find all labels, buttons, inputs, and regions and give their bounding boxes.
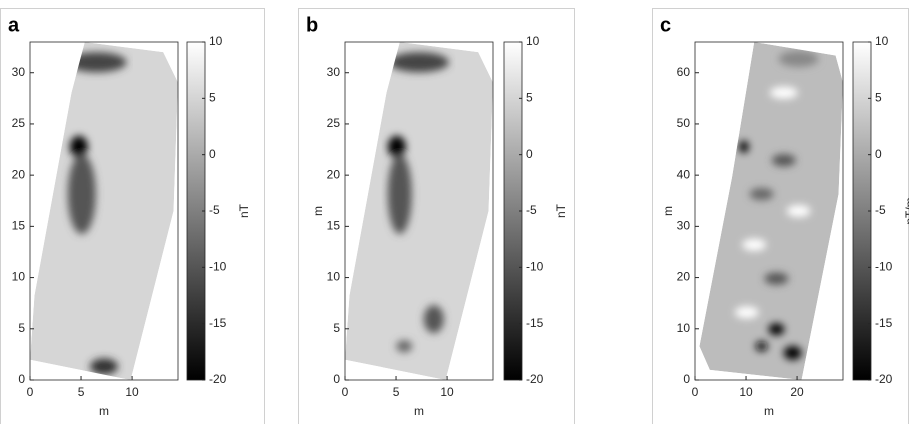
- y-tick-label: 5: [333, 321, 340, 335]
- y-tick-label: 25: [12, 116, 26, 130]
- heatmap-feature: [67, 154, 96, 235]
- colorbar-tick-label: -5: [209, 203, 220, 217]
- heatmap-features: [387, 52, 449, 353]
- heatmap-feature: [786, 205, 811, 217]
- y-tick-label: 10: [677, 321, 691, 335]
- heatmap-feature: [734, 306, 759, 319]
- x-tick-label: 0: [692, 385, 699, 399]
- heatmap-feature: [778, 50, 819, 67]
- colorbar-tick-label: 10: [875, 34, 889, 48]
- heatmap-feature: [771, 154, 796, 167]
- panel-label: b: [306, 14, 318, 36]
- heatmap-image: [699, 42, 843, 380]
- x-tick-label: 0: [342, 385, 349, 399]
- colorbar-tick-label: 5: [209, 91, 216, 105]
- heatmap-feature: [389, 52, 449, 73]
- axes-box: [694, 41, 844, 381]
- y-tick-label: 30: [12, 65, 26, 79]
- heatmap-base: [699, 42, 843, 380]
- colorbar-tick-label: 5: [526, 91, 533, 105]
- colorbar-label: nT: [237, 203, 251, 218]
- colorbar-tick-label: -15: [875, 316, 893, 330]
- heatmap-feature: [768, 323, 785, 336]
- colorbar-label: nT: [554, 203, 568, 218]
- y-tick-label: 25: [327, 116, 341, 130]
- y-tick-label: 30: [677, 219, 691, 233]
- colorbar-tick-label: -15: [209, 316, 227, 330]
- y-tick-label: 60: [677, 65, 691, 79]
- y-tick-label: 0: [683, 372, 690, 386]
- heatmap-feature: [66, 52, 127, 73]
- axes-box: [344, 41, 494, 381]
- heatmap-feature: [783, 345, 802, 360]
- y-axis-label: m: [311, 206, 325, 216]
- y-tick-label: 15: [12, 219, 26, 233]
- heatmap-feature: [769, 86, 798, 99]
- heatmap-feature: [742, 238, 767, 251]
- colorbar-tick-label: -10: [875, 260, 893, 274]
- y-tick-label: 50: [677, 116, 691, 130]
- colorbar-tick-label: -20: [209, 372, 227, 386]
- colorbar-tick-label: -20: [526, 372, 544, 386]
- heatmap-feature: [90, 358, 118, 375]
- x-tick-label: 10: [440, 385, 454, 399]
- y-tick-label: 0: [18, 372, 25, 386]
- x-tick-label: 10: [125, 385, 139, 399]
- heatmap-feature: [749, 188, 774, 201]
- colorbar-tick-label: -15: [526, 316, 544, 330]
- heatmap-feature: [396, 340, 413, 353]
- colorbar-tick-label: -10: [526, 260, 544, 274]
- heatmap-feature: [387, 135, 406, 158]
- panel-label: a: [8, 14, 20, 36]
- heatmap-features: [66, 52, 127, 375]
- x-tick-label: 0: [27, 385, 34, 399]
- heatmap-base: [345, 42, 493, 380]
- colorbar-tick-label: 10: [209, 34, 223, 48]
- heatmap-feature: [764, 272, 789, 285]
- colorbar-tick-label: 0: [209, 147, 216, 161]
- y-tick-label: 20: [327, 167, 341, 181]
- colorbar-tick-label: -5: [526, 203, 537, 217]
- heatmap-feature: [69, 135, 88, 158]
- colorbar-tick-label: -5: [875, 203, 886, 217]
- heatmap-feature: [387, 154, 412, 235]
- x-tick-label: 5: [393, 385, 400, 399]
- axes-box: [29, 41, 179, 381]
- y-tick-label: 5: [18, 321, 25, 335]
- x-tick-label: 10: [739, 385, 753, 399]
- colorbar-tick-label: 0: [526, 147, 533, 161]
- x-tick-label: 5: [78, 385, 85, 399]
- x-axis-label: m: [99, 404, 109, 418]
- panel-frame: [0, 8, 265, 424]
- y-tick-label: 20: [12, 167, 26, 181]
- panel-label: c: [660, 14, 671, 36]
- colorbar-tick-label: 5: [875, 91, 882, 105]
- y-axis-label: m: [661, 206, 675, 216]
- y-tick-label: 30: [327, 65, 341, 79]
- colorbar-tick-label: 0: [875, 147, 882, 161]
- colorbar-tick-label: -10: [209, 260, 227, 274]
- heatmap-feature: [755, 341, 768, 352]
- heatmap-image: [30, 42, 178, 380]
- x-axis-label: m: [764, 404, 774, 418]
- y-tick-label: 10: [327, 270, 341, 284]
- colorbar-tick-label: -20: [875, 372, 893, 386]
- colorbar-label: nT/m: [903, 197, 909, 224]
- panel-frame: [298, 8, 575, 424]
- x-axis-label: m: [414, 404, 424, 418]
- heatmap-feature: [738, 140, 749, 153]
- heatmap-feature: [423, 305, 444, 334]
- heatmap-image: [345, 42, 493, 380]
- colorbar-tick-label: 10: [526, 34, 540, 48]
- y-tick-label: 40: [677, 167, 691, 181]
- x-tick-label: 20: [790, 385, 804, 399]
- y-tick-label: 10: [12, 270, 26, 284]
- heatmap-base: [30, 42, 178, 380]
- y-tick-label: 20: [677, 270, 691, 284]
- heatmap-features: [734, 50, 819, 360]
- y-tick-label: 15: [327, 219, 341, 233]
- y-tick-label: 0: [333, 372, 340, 386]
